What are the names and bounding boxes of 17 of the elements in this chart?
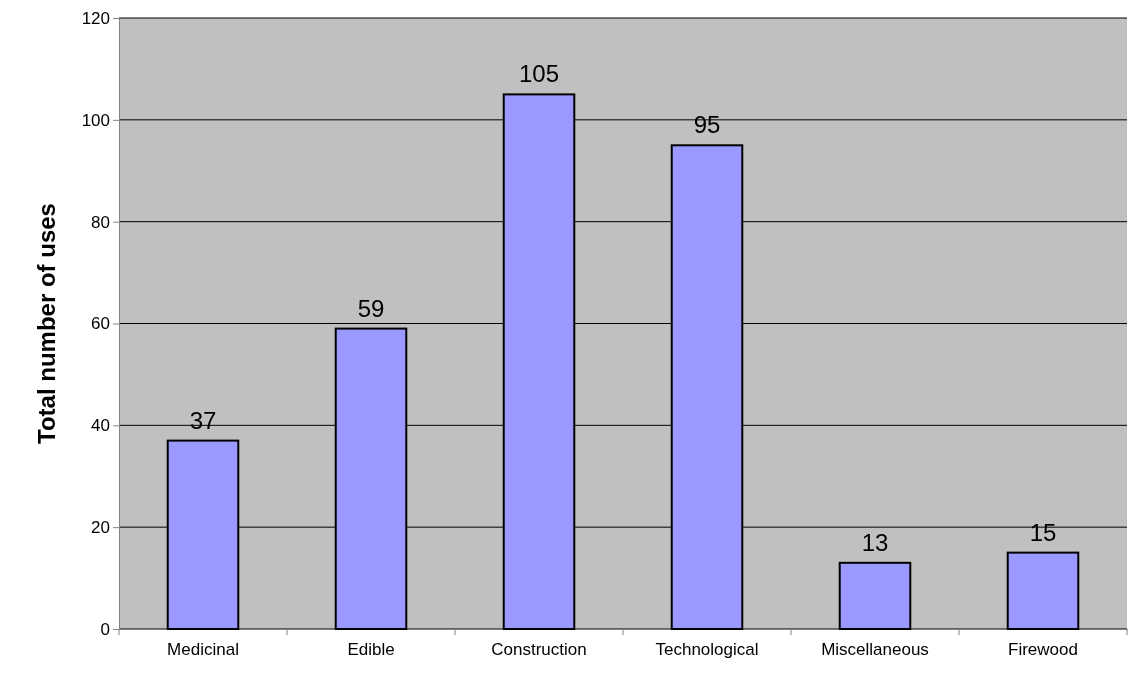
y-tick-label: 120 [81, 8, 110, 28]
data-label: 105 [518, 60, 560, 88]
y-tick-label: 80 [91, 212, 110, 232]
x-tick-label: Firewood [1008, 640, 1078, 660]
y-tick-label: 100 [81, 110, 110, 130]
x-tick-label: Construction [491, 640, 587, 660]
x-tick-label: Medicinal [167, 640, 239, 660]
y-tick-label: 20 [91, 518, 110, 538]
y-axis-title: Total number of uses [33, 203, 60, 444]
x-tick-label: Miscellaneous [821, 640, 929, 660]
data-label: 13 [861, 528, 889, 556]
y-tick-label: 0 [100, 619, 110, 639]
data-label: 59 [357, 294, 385, 322]
y-tick-label: 60 [91, 314, 110, 334]
x-tick-label: Technological [655, 640, 759, 660]
y-tick-label: 40 [91, 416, 110, 436]
x-tick-label: Edible [347, 640, 395, 660]
